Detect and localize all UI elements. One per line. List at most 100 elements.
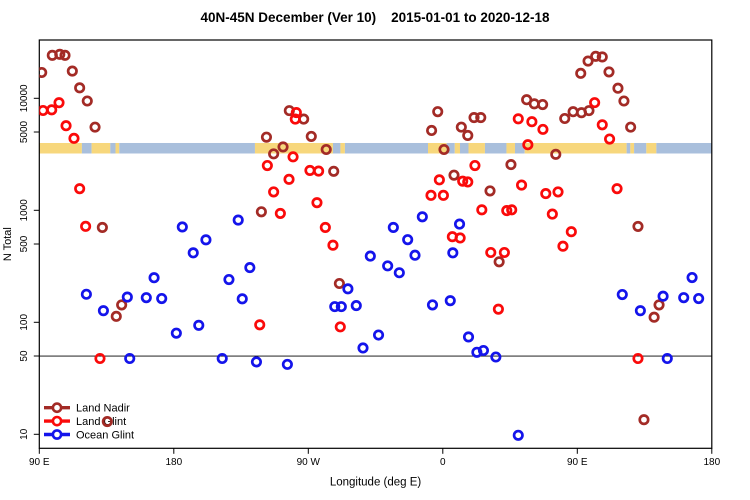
data-point (335, 301, 347, 313)
data-point (493, 256, 505, 268)
data-point (216, 352, 228, 365)
y-tick-label: 10000 (19, 84, 30, 112)
data-point (53, 97, 65, 109)
data-point (320, 143, 332, 156)
y-axis-title: N Total (2, 227, 14, 261)
data-point (546, 208, 558, 220)
map-band-segment-ocean (110, 142, 116, 154)
data-point (582, 55, 594, 67)
data-point (462, 331, 475, 343)
data-point (498, 246, 510, 259)
map-band-segment-land (506, 142, 515, 154)
data-point (313, 165, 325, 177)
data-point (557, 240, 569, 252)
data-point (537, 98, 549, 111)
data-point (526, 116, 538, 128)
data-point (81, 95, 93, 107)
data-point (455, 121, 467, 133)
x-axis-title: Longitude (deg E) (330, 476, 422, 488)
data-point (402, 234, 414, 246)
data-point (648, 311, 660, 323)
data-point (140, 292, 152, 304)
data-point (382, 260, 394, 272)
data-point (469, 159, 481, 172)
data-point (596, 119, 608, 131)
data-point (236, 293, 248, 305)
data-point (457, 175, 469, 187)
data-point (170, 327, 182, 339)
y-tick-label: 50 (19, 350, 30, 362)
data-point (260, 131, 273, 143)
data-point (80, 220, 92, 232)
data-point (268, 148, 280, 160)
plot-border (38, 39, 713, 449)
data-point (638, 414, 650, 426)
data-point (39, 104, 49, 117)
x-axis: 90 E 180 90 W 0 90 E 180 Longitude (deg E) (29, 448, 721, 488)
data-point (612, 82, 624, 94)
data-point (254, 319, 266, 331)
data-point (522, 139, 534, 151)
data-point (448, 169, 460, 181)
map-band-segment-ocean (344, 142, 429, 154)
data-point (357, 342, 369, 354)
data-point (261, 159, 273, 172)
map-band-segment-ocean (332, 142, 341, 154)
data-point (468, 112, 480, 124)
map-band-segment-land (428, 142, 447, 154)
data-point (250, 356, 262, 368)
map-band-segment-ocean (484, 142, 507, 154)
chart-title-main: 40N-45N December (Ver 10) (200, 10, 377, 25)
data-point (437, 189, 449, 201)
data-point (505, 159, 517, 171)
x-tick-label: 0 (440, 457, 446, 468)
x-tick-label: 90 E (567, 457, 588, 468)
data-point (471, 346, 483, 358)
data-point (596, 51, 608, 63)
data-point (426, 124, 438, 137)
legend-label: Land Nadir (76, 403, 130, 415)
series-ocean-glint (80, 211, 705, 441)
data-point (506, 204, 518, 216)
map-band-segment-ocean (446, 142, 455, 154)
map-band-segment-ocean (656, 142, 712, 154)
data-point (200, 234, 212, 246)
data-point (490, 351, 502, 363)
data-point (604, 133, 616, 145)
data-point (476, 204, 488, 216)
data-point (187, 247, 199, 259)
data-point (632, 352, 644, 365)
data-point (516, 179, 528, 191)
data-point (653, 299, 665, 311)
data-point (232, 214, 244, 226)
data-point (342, 283, 354, 295)
data-point (425, 189, 437, 201)
data-point (59, 49, 71, 61)
map-band-segment-land (454, 142, 460, 154)
map-band-segment-ocean (119, 142, 255, 154)
data-point (575, 67, 587, 79)
data-point (603, 66, 615, 78)
map-band-segment-ocean (459, 142, 469, 154)
data-point (540, 188, 552, 200)
data-point (328, 165, 340, 177)
legend-marker (51, 429, 63, 440)
map-band-segment-ocean (626, 142, 631, 154)
data-point (277, 141, 289, 153)
y-tick-label: 100 (19, 314, 30, 331)
data-point (611, 183, 623, 195)
y-tick-label: 500 (19, 235, 30, 252)
data-point (559, 112, 571, 125)
data-point (686, 271, 698, 284)
data-point (176, 221, 188, 233)
y-axis: 10000 5000 1000 500 100 50 10 N Total (2, 84, 40, 440)
data-point (661, 352, 673, 365)
data-point (46, 104, 58, 116)
data-point (305, 130, 317, 142)
data-point (616, 288, 628, 301)
data-point (80, 288, 92, 300)
data-point (244, 262, 256, 274)
data-point (625, 121, 637, 133)
